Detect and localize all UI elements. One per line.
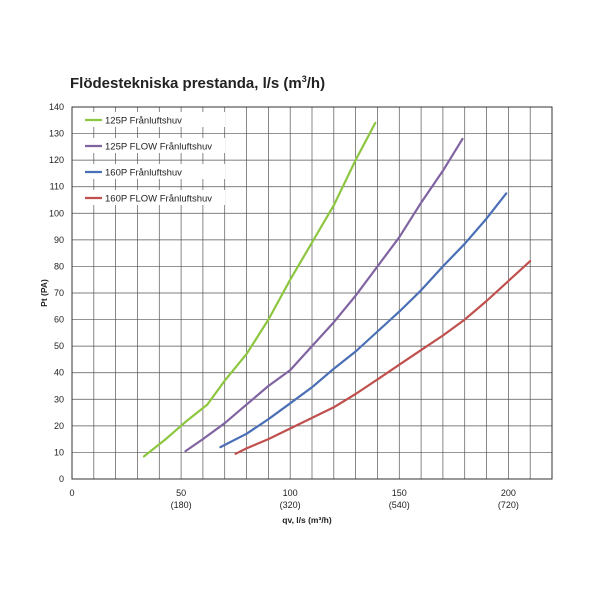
y-tick-label: 70 xyxy=(54,288,64,298)
legend-item-background xyxy=(83,164,225,179)
x-tick-label: 50 xyxy=(176,488,186,498)
y-tick-label: 50 xyxy=(54,341,64,351)
y-tick-label: 120 xyxy=(49,155,64,165)
x-tick-sublabel: (180) xyxy=(171,500,192,510)
y-tick-label: 90 xyxy=(54,235,64,245)
legend-item-background xyxy=(83,190,225,205)
y-tick-label: 20 xyxy=(54,421,64,431)
series-line xyxy=(234,260,532,455)
y-tick-label: 10 xyxy=(54,447,64,457)
x-tick-label: 200 xyxy=(501,488,516,498)
series-line xyxy=(142,121,377,458)
legend-label: 160P Frånluftshuv xyxy=(105,168,182,179)
plot-frame xyxy=(71,106,553,480)
legend-label: 125P FLOW Frånluftshuv xyxy=(105,142,212,153)
y-tick-label: 140 xyxy=(49,102,64,112)
y-tick-label: 110 xyxy=(50,182,64,192)
x-axis-label: qv, l/s (m³/h) xyxy=(282,515,332,525)
y-tick-label: 0 xyxy=(59,474,64,484)
y-tick-label: 60 xyxy=(54,315,64,325)
x-tick-label: 100 xyxy=(283,488,298,498)
legend-label: 160P FLOW Frånluftshuv xyxy=(105,194,212,205)
series-line xyxy=(184,137,464,453)
series-line xyxy=(219,192,508,449)
series-lines xyxy=(142,121,532,458)
x-tick-sublabel: (320) xyxy=(280,500,301,510)
y-axis-label: Pt (PA) xyxy=(39,279,49,307)
y-tick-label: 100 xyxy=(49,208,64,218)
chart-title: Flödestekniska prestanda, l/s (m3/h) xyxy=(70,74,326,92)
axis-ticks: 0 10 20 30 40 50 60 70 80 90 100 110 120 130 140 0 50 (18… xyxy=(49,102,519,510)
legend: 125P Frånluftshuv 125P FLOW Frånluftshuv 1… xyxy=(83,112,225,205)
x-tick-label: 0 xyxy=(69,488,74,498)
x-tick-sublabel: (720) xyxy=(498,500,519,510)
x-tick-sublabel: (540) xyxy=(389,500,410,510)
legend-label: 125P Frånluftshuv xyxy=(105,116,182,127)
y-tick-label: 130 xyxy=(49,129,64,139)
y-tick-label: 40 xyxy=(54,368,64,378)
x-tick-label: 150 xyxy=(392,488,407,498)
y-tick-label: 30 xyxy=(54,394,64,404)
legend-item-background xyxy=(83,138,225,153)
y-tick-label: 80 xyxy=(54,261,64,271)
legend-item-background xyxy=(83,112,225,127)
grid xyxy=(71,106,553,480)
